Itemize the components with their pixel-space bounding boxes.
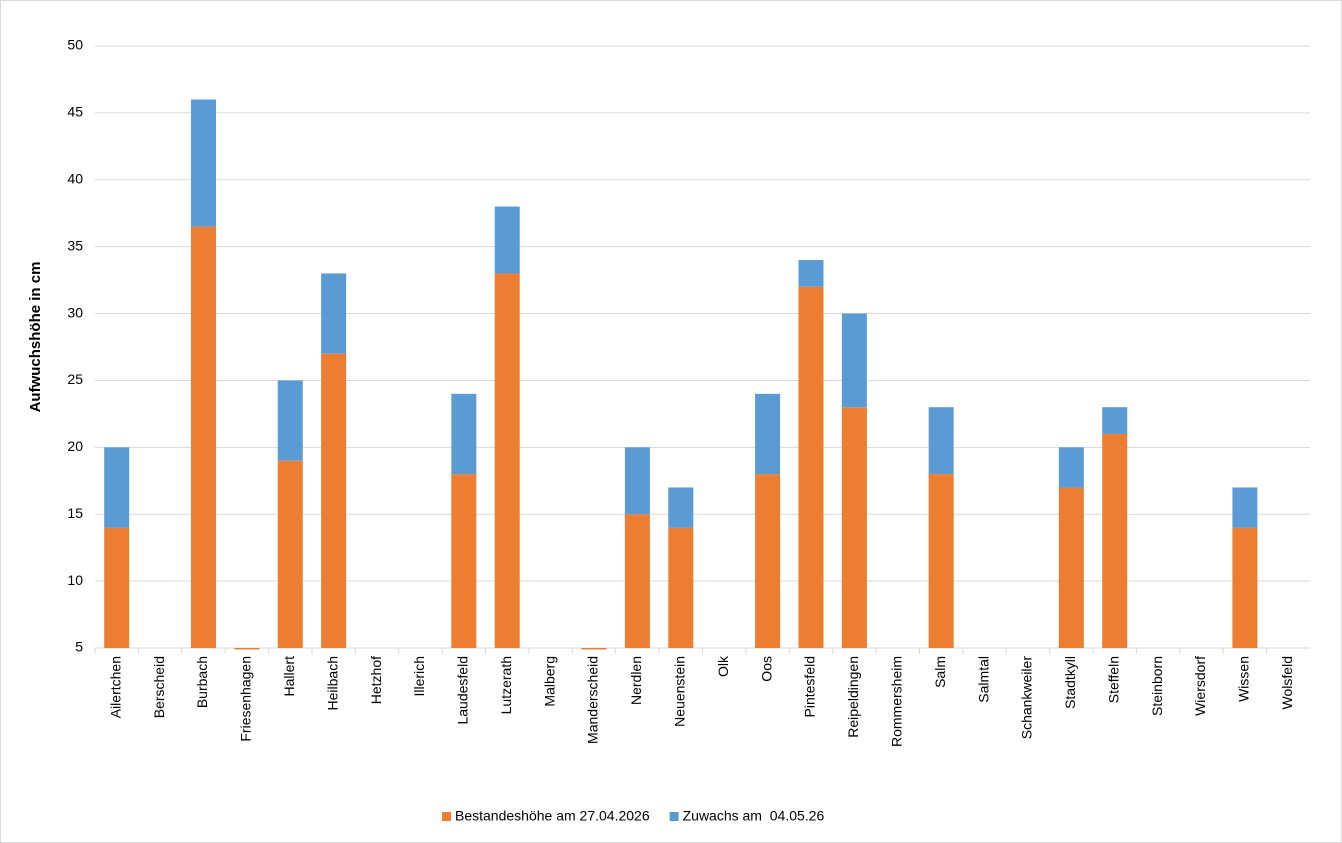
x-tick-label: Nerdlen [628,656,644,705]
bar-segment [190,226,216,648]
legend-label: Bestandeshöhe am 27.04.2026 [455,808,650,824]
x-tick-label: Illerich [411,656,427,696]
bar-segment [581,648,607,650]
bar-segment [451,393,477,475]
bar-segment [1102,407,1128,434]
x-tick-label: Hetzhof [368,656,384,704]
legend-swatch [669,812,679,821]
x-tick-label: Steffeln [1105,656,1121,703]
bar-segment [755,393,781,475]
y-tick-label: 40 [67,170,83,186]
x-tick-label: Berscheid [151,656,167,718]
bar-segment [190,99,216,227]
x-tick-label: Pintesfeld [802,656,818,717]
y-axis-label: Aufwuchshöhe in cm [27,262,44,413]
bar-segment [798,260,824,287]
x-tick-label: Wissen [1236,656,1252,702]
bar-segment [277,380,303,461]
x-tick-label: Malberg [541,656,557,707]
legend-label: Zuwachs am 04.05.26 [683,808,825,824]
x-tick-label: Heilbach [324,656,340,710]
x-tick-label: Ailertchen [107,656,123,718]
y-tick-label: 50 [67,37,83,53]
x-tick-label: Hallert [281,656,297,697]
x-tick-label: Friesenhagen [238,656,254,742]
x-tick-label: Manderscheid [585,656,601,744]
bar-segment [798,286,824,648]
bar-segment [1058,487,1084,648]
y-tick-label: 15 [67,505,83,521]
bar-segment [104,447,130,528]
bar-segment [494,273,520,648]
y-tick-label: 45 [67,104,83,120]
y-tick-label: 35 [67,237,83,253]
x-tick-label: Wiersdorf [1192,656,1208,716]
bar-segment [1232,487,1258,528]
x-tick-label: Olk [715,655,731,677]
bar-segment [668,527,694,648]
y-tick-label: 5 [75,639,83,655]
bar-segment [841,407,867,648]
y-tick-label: 30 [67,304,83,320]
bar-segment [928,474,954,648]
x-tick-label: Steinborn [1149,656,1165,716]
bar-segment [451,474,477,648]
y-tick-label: 25 [67,371,83,387]
x-tick-label: Reipeldingen [845,656,861,738]
bar-segment [277,460,303,648]
x-tick-label: Rommersheim [888,656,904,747]
x-tick-label: Salm [932,656,948,688]
x-tick-label: Neuenstein [672,656,688,727]
bar-segment [234,648,260,650]
bar-segment [1058,447,1084,488]
x-tick-label: Stadtkyll [1062,656,1078,709]
x-tick-label: Schankweiler [1019,656,1035,740]
x-tick-label: Oos [758,656,774,682]
legend-swatch [442,812,451,821]
x-tick-label: Burbach [194,656,210,708]
bar-segment [624,514,650,648]
x-tick-label: Lutzerath [498,656,514,714]
x-tick-label: Salmtal [975,656,991,703]
bar-segment [668,487,694,528]
bar-segment [494,206,520,274]
bar-segment [928,407,954,475]
bar-segment [1232,527,1258,648]
bar-segment [1102,433,1128,648]
bar-segment [624,447,650,515]
bar-segment [321,273,347,354]
bar-segment [104,527,130,648]
bar-segment [755,474,781,648]
y-tick-label: 20 [67,438,83,454]
bar-segment [841,313,867,408]
bar-segment [321,353,347,648]
x-tick-label: Wolsfeld [1279,656,1295,709]
x-tick-label: Laudesfeld [455,656,471,725]
y-tick-label: 10 [67,572,83,588]
